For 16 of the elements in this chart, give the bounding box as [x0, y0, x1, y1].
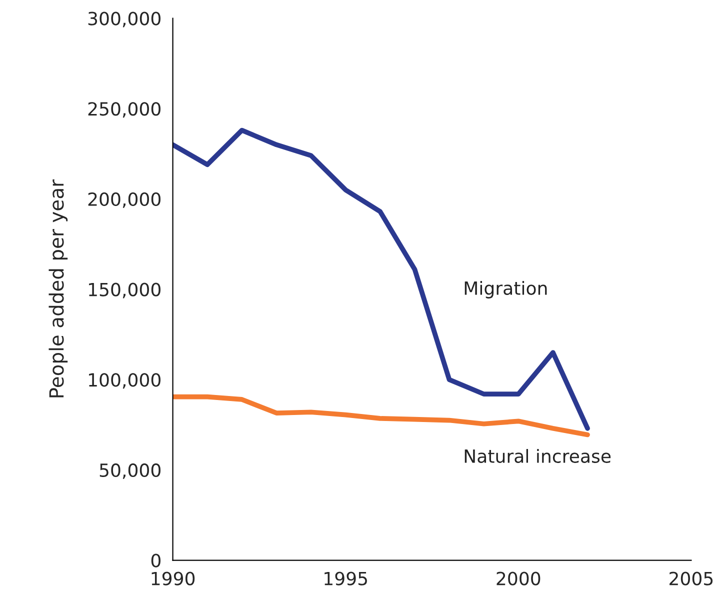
series-label: Natural increase [464, 449, 611, 463]
y-tick-label: 200,000 [88, 192, 160, 208]
x-tick-label: 2000 [496, 572, 540, 586]
y-tick-label: 150,000 [89, 282, 160, 298]
y-axis-title: People added per year [48, 179, 68, 398]
x-tick-label: 2005 [670, 572, 713, 586]
y-tick-label: 300,000 [88, 12, 160, 28]
y-tick-label: 250,000 [88, 102, 160, 118]
y-tick-label: 100,000 [89, 373, 160, 389]
y-tick-label: 0 [151, 554, 160, 568]
line-series [172, 128, 590, 431]
x-tick-label: 1990 [152, 572, 195, 586]
y-tick-label: 50,000 [100, 463, 160, 479]
x-tick-label: 1995 [324, 572, 367, 586]
text: Migration [464, 280, 547, 298]
line-series [172, 394, 590, 438]
